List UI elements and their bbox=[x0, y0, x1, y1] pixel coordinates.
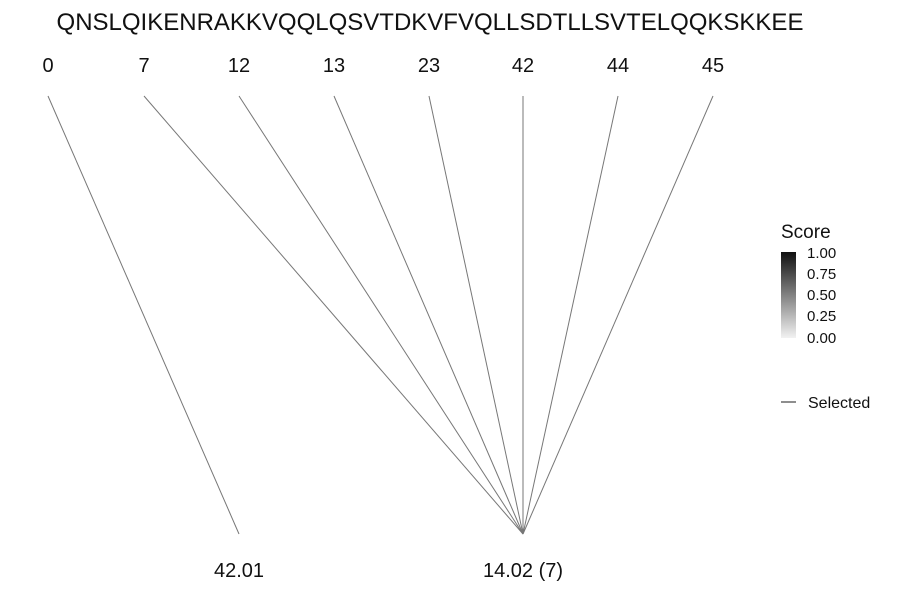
position-label-44: 44 bbox=[607, 55, 629, 77]
link-lines bbox=[47, 95, 714, 535]
legend-tick-0-75: 0.75 bbox=[807, 266, 836, 283]
legend-tick-0-50: 0.50 bbox=[807, 287, 836, 304]
position-label-7: 7 bbox=[138, 55, 149, 77]
position-label-0: 0 bbox=[42, 55, 53, 77]
score-legend: Score 1.00 0.75 0.50 0.25 0.00 Selected bbox=[781, 222, 870, 412]
link-line-1 bbox=[143, 95, 524, 535]
selected-label: Selected bbox=[808, 395, 870, 412]
position-label-45: 45 bbox=[702, 55, 724, 77]
mass-label-14-02: 14.02 (7) bbox=[483, 560, 563, 582]
position-label-13: 13 bbox=[323, 55, 345, 77]
position-label-12: 12 bbox=[228, 55, 250, 77]
position-labels: 0 7 12 13 23 42 44 45 bbox=[42, 55, 724, 77]
link-line-6 bbox=[522, 95, 619, 535]
link-line-3 bbox=[333, 95, 524, 535]
legend-tick-0-25: 0.25 bbox=[807, 308, 836, 325]
legend-tick-0-00: 0.00 bbox=[807, 330, 836, 347]
mass-labels: 42.01 14.02 (7) bbox=[214, 560, 563, 582]
position-label-23: 23 bbox=[418, 55, 440, 77]
score-gradient-bar bbox=[781, 252, 796, 338]
legend-tick-1-00: 1.00 bbox=[807, 245, 836, 262]
link-line-7 bbox=[522, 95, 714, 535]
position-label-42: 42 bbox=[512, 55, 534, 77]
link-line-0 bbox=[47, 95, 240, 535]
link-line-2 bbox=[238, 95, 524, 535]
mass-label-42-01: 42.01 bbox=[214, 560, 264, 582]
peptide-sequence: QNSLQIKENRAKKVQQLQSVTDKVFVQLLSDTLLSVTELQ… bbox=[57, 9, 804, 36]
link-line-4 bbox=[428, 95, 524, 535]
legend-title: Score bbox=[781, 222, 831, 243]
